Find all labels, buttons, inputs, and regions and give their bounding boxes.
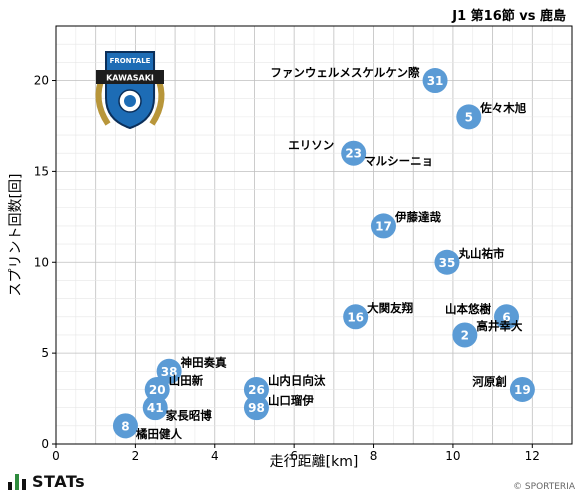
x-tick-label: 2	[132, 449, 140, 463]
data-point	[422, 68, 448, 94]
point-name-label: 家長昭博	[166, 409, 212, 423]
point-number-label: 35	[439, 256, 456, 270]
point-number-label: 8	[121, 419, 129, 433]
data-point	[156, 358, 182, 384]
point-name-label: 伊藤達哉	[394, 210, 441, 224]
x-tick-label: 6	[290, 449, 298, 463]
y-tick-label: 10	[34, 255, 49, 269]
point-name-label: 大関友翔	[367, 301, 413, 315]
point-number-label: 41	[147, 401, 164, 415]
point-number-label: 98	[248, 401, 265, 415]
point-number-label: 20	[149, 383, 166, 397]
point-name-label: エリソン	[288, 138, 334, 152]
data-point	[341, 140, 367, 166]
data-point	[452, 322, 478, 348]
x-tick-label: 4	[211, 449, 219, 463]
team-badge: FRONTALE KAWASAKI	[95, 51, 165, 130]
point-number-label: 17	[375, 219, 392, 233]
y-tick-label: 15	[34, 164, 49, 178]
plot-frame	[55, 25, 573, 445]
badge-team-name: KAWASAKI	[106, 74, 154, 83]
bars-icon	[8, 473, 26, 490]
point-name-label: 丸山祐市	[457, 246, 504, 260]
point-number-label: 31	[427, 74, 444, 88]
x-axis-label: 走行距離[km]	[270, 453, 359, 470]
y-tick-label: 20	[34, 74, 49, 88]
point-name-label: 高井幸大	[476, 319, 522, 333]
point-name-label: 山田新	[169, 373, 204, 387]
copyright-text: © SPORTERIA	[513, 482, 575, 492]
axis-ticks: 0 2 4 6 8 10 12 0 5 10 15 20	[34, 74, 540, 463]
point-name-label: 山内日向汰	[268, 373, 326, 387]
data-point	[243, 376, 269, 402]
y-axis-label: スプリント回数[回]	[8, 174, 24, 297]
scatter-chart: 0 2 4 6 8 10 12 0 5 10 15 20 走行距離[km] スプリント回数[回] FR…	[8, 25, 573, 470]
x-tick-label: 10	[445, 449, 460, 463]
point-number-label: 16	[347, 310, 364, 324]
data-point	[434, 249, 460, 275]
data-point	[144, 376, 170, 402]
point-name-label: 山口瑠伊	[268, 394, 314, 408]
stats-brand-text: STATs	[32, 472, 86, 491]
point-number-label: 2	[461, 328, 469, 342]
point-number-label: 38	[161, 365, 178, 379]
data-point	[494, 304, 520, 330]
stats-logo: STATs	[8, 472, 85, 491]
data-point	[509, 376, 535, 402]
point-name-label: ファンウェルメスケルケン際	[270, 66, 420, 80]
data-point	[112, 413, 138, 439]
data-point	[343, 304, 369, 330]
y-tick-label: 0	[41, 437, 49, 451]
data-point	[456, 104, 482, 130]
point-name-label: 佐々木旭	[479, 101, 526, 115]
data-point	[243, 395, 269, 421]
point-number-label: 26	[248, 383, 265, 397]
point-number-label: 23	[345, 147, 362, 161]
point-number-label: 19	[514, 383, 531, 397]
data-point	[370, 213, 396, 239]
y-tick-label: 5	[41, 346, 49, 360]
point-name-label: 橘田健人	[135, 427, 182, 441]
x-tick-label: 0	[52, 449, 60, 463]
badge-emblem-inner	[124, 95, 136, 107]
badge-team-top: FRONTALE	[110, 57, 151, 65]
point-name-label: 山本悠樹	[445, 302, 491, 316]
data-point	[142, 395, 168, 421]
point-number-label: 6	[502, 310, 510, 324]
point-name-label: 神田奏真	[181, 355, 227, 369]
point-name-label: マルシーニョ	[364, 154, 433, 168]
point-number-label: 5	[465, 110, 473, 124]
x-tick-label: 12	[525, 449, 540, 463]
page-title: J1 第16節 vs 鹿島	[452, 9, 566, 24]
point-name-label: 河原創	[472, 374, 507, 388]
badge-ribbon	[96, 70, 164, 84]
x-tick-label: 8	[370, 449, 378, 463]
